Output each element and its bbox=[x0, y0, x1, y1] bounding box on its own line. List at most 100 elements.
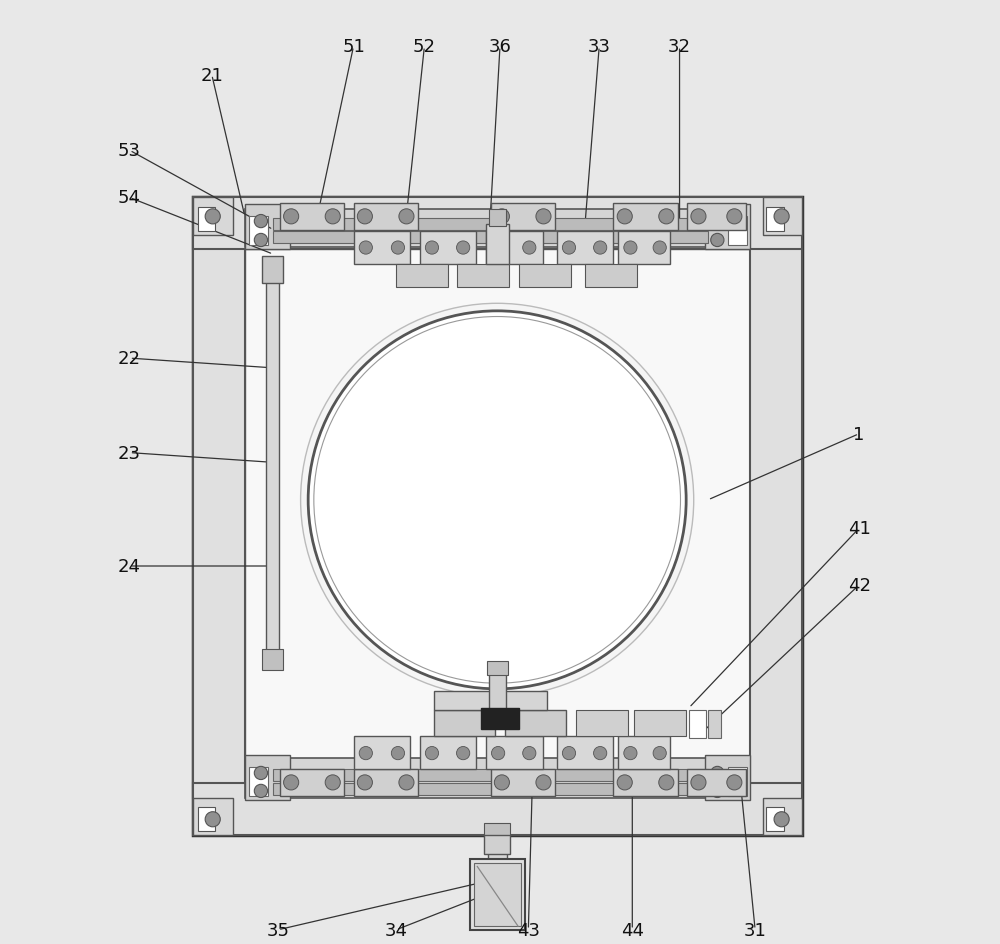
Text: 24: 24 bbox=[118, 557, 141, 576]
Circle shape bbox=[594, 747, 607, 760]
Circle shape bbox=[624, 747, 637, 760]
Bar bbox=[484, 823, 510, 837]
Bar bbox=[687, 769, 746, 796]
Circle shape bbox=[653, 747, 666, 760]
Bar bbox=[262, 649, 283, 670]
Circle shape bbox=[711, 767, 724, 780]
Circle shape bbox=[205, 812, 220, 827]
Circle shape bbox=[457, 242, 470, 255]
Bar bbox=[763, 798, 802, 835]
Bar bbox=[266, 269, 279, 666]
Bar bbox=[396, 264, 448, 288]
Bar bbox=[728, 767, 747, 796]
Bar bbox=[193, 798, 233, 835]
Bar bbox=[474, 863, 521, 926]
Text: 1: 1 bbox=[853, 425, 865, 444]
Circle shape bbox=[617, 210, 632, 225]
Circle shape bbox=[624, 242, 637, 255]
Bar bbox=[245, 250, 750, 784]
Circle shape bbox=[711, 234, 724, 247]
Circle shape bbox=[727, 775, 742, 790]
Bar bbox=[354, 769, 418, 796]
Bar bbox=[557, 231, 613, 264]
Bar bbox=[280, 769, 344, 796]
Circle shape bbox=[391, 242, 405, 255]
Circle shape bbox=[254, 784, 268, 798]
Bar bbox=[750, 236, 802, 798]
Circle shape bbox=[425, 747, 439, 760]
Circle shape bbox=[205, 210, 220, 225]
Bar bbox=[193, 198, 802, 835]
Circle shape bbox=[774, 812, 789, 827]
Bar bbox=[705, 755, 750, 801]
Circle shape bbox=[494, 775, 509, 790]
Bar bbox=[354, 204, 418, 230]
Circle shape bbox=[711, 215, 724, 228]
Text: 31: 31 bbox=[744, 920, 767, 939]
Circle shape bbox=[494, 210, 509, 225]
Circle shape bbox=[308, 312, 686, 689]
Bar bbox=[245, 205, 290, 250]
Text: 36: 36 bbox=[489, 38, 511, 57]
Circle shape bbox=[536, 210, 551, 225]
Circle shape bbox=[284, 775, 299, 790]
Circle shape bbox=[399, 210, 414, 225]
Bar bbox=[193, 198, 802, 250]
Text: 32: 32 bbox=[668, 38, 691, 57]
Bar bbox=[689, 710, 706, 738]
Bar bbox=[420, 231, 476, 264]
Circle shape bbox=[325, 210, 340, 225]
Text: 33: 33 bbox=[588, 38, 611, 57]
Text: 52: 52 bbox=[413, 38, 436, 57]
Circle shape bbox=[594, 242, 607, 255]
Circle shape bbox=[711, 784, 724, 798]
Bar bbox=[766, 208, 784, 231]
Circle shape bbox=[359, 747, 372, 760]
Bar bbox=[576, 710, 628, 736]
Bar bbox=[488, 834, 507, 892]
Circle shape bbox=[659, 775, 674, 790]
Circle shape bbox=[357, 775, 372, 790]
Bar bbox=[198, 208, 215, 231]
Circle shape bbox=[691, 775, 706, 790]
Text: 42: 42 bbox=[848, 576, 871, 595]
Bar bbox=[486, 736, 543, 769]
Bar bbox=[245, 210, 750, 247]
Bar bbox=[557, 736, 613, 769]
Circle shape bbox=[254, 234, 268, 247]
Circle shape bbox=[536, 775, 551, 790]
Circle shape bbox=[727, 210, 742, 225]
Bar bbox=[486, 231, 543, 264]
Circle shape bbox=[562, 747, 576, 760]
Circle shape bbox=[284, 210, 299, 225]
Bar bbox=[618, 231, 670, 264]
Bar bbox=[766, 807, 784, 831]
Text: 53: 53 bbox=[118, 142, 141, 160]
Bar bbox=[708, 710, 721, 738]
Text: 44: 44 bbox=[621, 920, 644, 939]
Circle shape bbox=[391, 747, 405, 760]
Bar bbox=[354, 736, 410, 769]
Text: 22: 22 bbox=[118, 349, 141, 368]
Circle shape bbox=[425, 242, 439, 255]
Bar bbox=[489, 210, 506, 227]
Bar bbox=[618, 736, 670, 769]
Circle shape bbox=[359, 242, 372, 255]
Text: 51: 51 bbox=[342, 38, 365, 57]
Bar bbox=[634, 710, 686, 736]
Circle shape bbox=[617, 775, 632, 790]
Text: 23: 23 bbox=[118, 444, 141, 463]
Bar bbox=[763, 198, 802, 236]
Circle shape bbox=[653, 242, 666, 255]
Circle shape bbox=[659, 210, 674, 225]
Bar bbox=[705, 205, 750, 250]
Bar bbox=[273, 219, 708, 230]
Bar bbox=[728, 217, 747, 245]
Circle shape bbox=[301, 304, 694, 697]
Bar bbox=[249, 217, 268, 245]
Bar bbox=[245, 758, 750, 798]
Circle shape bbox=[491, 747, 505, 760]
Bar bbox=[470, 859, 525, 930]
Bar bbox=[193, 784, 802, 835]
Bar bbox=[457, 264, 509, 288]
